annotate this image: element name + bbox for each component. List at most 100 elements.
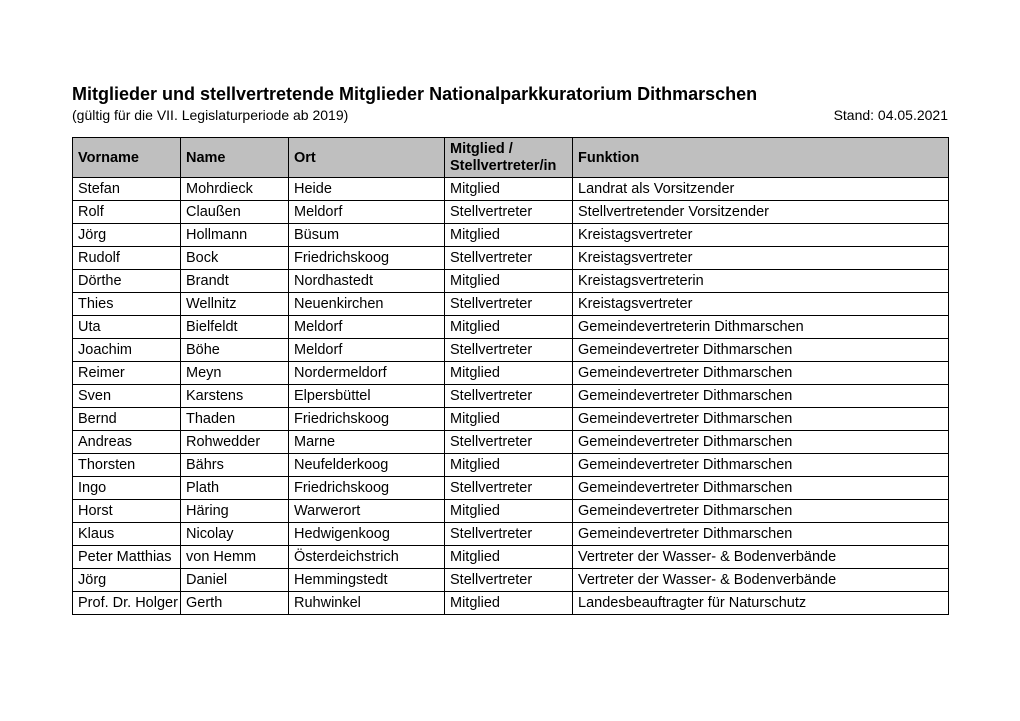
table-row: RudolfBockFriedrichskoogStellvertreterKr… xyxy=(73,247,949,270)
document-page: Mitglieder und stellvertretende Mitglied… xyxy=(0,0,1020,655)
table-cell: Mitglied xyxy=(445,500,573,523)
table-cell: Rolf xyxy=(73,201,181,224)
table-cell: Mitglied xyxy=(445,592,573,615)
table-cell: Prof. Dr. Holger xyxy=(73,592,181,615)
table-cell: Mohrdieck xyxy=(181,178,289,201)
table-cell: Mitglied xyxy=(445,408,573,431)
table-cell: Hemmingstedt xyxy=(289,569,445,592)
table-row: JörgHollmannBüsumMitgliedKreistagsvertre… xyxy=(73,224,949,247)
table-cell: Plath xyxy=(181,477,289,500)
table-cell: Stellvertreter xyxy=(445,339,573,362)
table-cell: Kreistagsvertreter xyxy=(573,247,949,270)
table-cell: Claußen xyxy=(181,201,289,224)
table-row: JoachimBöheMeldorfStellvertreterGemeinde… xyxy=(73,339,949,362)
table-cell: Elpersbüttel xyxy=(289,385,445,408)
table-cell: Gemeindevertreter Dithmarschen xyxy=(573,431,949,454)
table-row: DörtheBrandtNordhastedtMitgliedKreistags… xyxy=(73,270,949,293)
table-cell: Andreas xyxy=(73,431,181,454)
table-cell: Ingo xyxy=(73,477,181,500)
table-cell: Gemeindevertreterin Dithmarschen xyxy=(573,316,949,339)
subtitle-row: (gültig für die VII. Legislaturperiode a… xyxy=(72,107,948,123)
table-cell: Neufelderkoog xyxy=(289,454,445,477)
table-cell: Kreistagsvertreter xyxy=(573,224,949,247)
table-cell: Böhe xyxy=(181,339,289,362)
table-cell: Daniel xyxy=(181,569,289,592)
table-cell: Wellnitz xyxy=(181,293,289,316)
table-cell: Gemeindevertreter Dithmarschen xyxy=(573,454,949,477)
table-cell: Mitglied xyxy=(445,316,573,339)
table-cell: Friedrichskoog xyxy=(289,247,445,270)
table-cell: Stellvertreter xyxy=(445,569,573,592)
table-cell: Marne xyxy=(289,431,445,454)
table-cell: Meldorf xyxy=(289,316,445,339)
subtitle-right: Stand: 04.05.2021 xyxy=(834,107,948,123)
table-cell: Mitglied xyxy=(445,224,573,247)
col-header-0: Vorname xyxy=(73,138,181,178)
table-cell: Gerth xyxy=(181,592,289,615)
table-cell: Gemeindevertreter Dithmarschen xyxy=(573,385,949,408)
table-cell: Friedrichskoog xyxy=(289,408,445,431)
table-cell: Horst xyxy=(73,500,181,523)
table-cell: Bährs xyxy=(181,454,289,477)
table-cell: Jörg xyxy=(73,569,181,592)
page-title: Mitglieder und stellvertretende Mitglied… xyxy=(72,84,948,105)
table-row: StefanMohrdieckHeideMitgliedLandrat als … xyxy=(73,178,949,201)
table-cell: Stefan xyxy=(73,178,181,201)
table-cell: Vertreter der Wasser- & Bodenverbände xyxy=(573,569,949,592)
table-cell: Gemeindevertreter Dithmarschen xyxy=(573,500,949,523)
table-row: ThiesWellnitzNeuenkirchenStellvertreterK… xyxy=(73,293,949,316)
col-header-3: Mitglied /Stellvertreter/in xyxy=(445,138,573,178)
table-cell: Kreistagsvertreter xyxy=(573,293,949,316)
table-cell: Mitglied xyxy=(445,454,573,477)
table-cell: Meldorf xyxy=(289,339,445,362)
table-cell: Meyn xyxy=(181,362,289,385)
table-cell: Vertreter der Wasser- & Bodenverbände xyxy=(573,546,949,569)
table-cell: Meldorf xyxy=(289,201,445,224)
table-cell: Bock xyxy=(181,247,289,270)
table-row: HorstHäringWarwerortMitgliedGemeindevert… xyxy=(73,500,949,523)
table-cell: Mitglied xyxy=(445,270,573,293)
table-cell: Gemeindevertreter Dithmarschen xyxy=(573,408,949,431)
table-cell: Peter Matthias xyxy=(73,546,181,569)
table-row: ThorstenBährsNeufelderkoogMitgliedGemein… xyxy=(73,454,949,477)
table-cell: Gemeindevertreter Dithmarschen xyxy=(573,523,949,546)
col-header-4: Funktion xyxy=(573,138,949,178)
table-cell: Gemeindevertreter Dithmarschen xyxy=(573,362,949,385)
table-cell: Joachim xyxy=(73,339,181,362)
table-cell: von Hemm xyxy=(181,546,289,569)
table-cell: Hollmann xyxy=(181,224,289,247)
table-cell: Heide xyxy=(289,178,445,201)
table-cell: Mitglied xyxy=(445,546,573,569)
table-cell: Häring xyxy=(181,500,289,523)
members-table: VornameNameOrtMitglied /Stellvertreter/i… xyxy=(72,137,949,615)
table-cell: Gemeindevertreter Dithmarschen xyxy=(573,477,949,500)
table-row: SvenKarstensElpersbüttelStellvertreterGe… xyxy=(73,385,949,408)
table-cell: Jörg xyxy=(73,224,181,247)
table-row: UtaBielfeldtMeldorfMitgliedGemeindevertr… xyxy=(73,316,949,339)
table-cell: Rudolf xyxy=(73,247,181,270)
table-cell: Uta xyxy=(73,316,181,339)
table-cell: Thaden xyxy=(181,408,289,431)
table-cell: Thorsten xyxy=(73,454,181,477)
table-cell: Warwerort xyxy=(289,500,445,523)
table-cell: Stellvertreter xyxy=(445,477,573,500)
table-cell: Nicolay xyxy=(181,523,289,546)
table-row: AndreasRohwedderMarneStellvertreterGemei… xyxy=(73,431,949,454)
table-cell: Brandt xyxy=(181,270,289,293)
table-cell: Reimer xyxy=(73,362,181,385)
table-cell: Neuenkirchen xyxy=(289,293,445,316)
table-cell: Kreistagsvertreterin xyxy=(573,270,949,293)
table-cell: Bernd xyxy=(73,408,181,431)
table-cell: Stellvertreter xyxy=(445,293,573,316)
table-cell: Hedwigenkoog xyxy=(289,523,445,546)
table-cell: Nordhastedt xyxy=(289,270,445,293)
table-row: BerndThadenFriedrichskoogMitgliedGemeind… xyxy=(73,408,949,431)
table-cell: Österdeichstrich xyxy=(289,546,445,569)
table-cell: Sven xyxy=(73,385,181,408)
table-cell: Gemeindevertreter Dithmarschen xyxy=(573,339,949,362)
table-row: Peter Matthiasvon HemmÖsterdeichstrichMi… xyxy=(73,546,949,569)
table-cell: Klaus xyxy=(73,523,181,546)
table-cell: Büsum xyxy=(289,224,445,247)
table-row: Prof. Dr. HolgerGerthRuhwinkelMitgliedLa… xyxy=(73,592,949,615)
table-cell: Landrat als Vorsitzender xyxy=(573,178,949,201)
